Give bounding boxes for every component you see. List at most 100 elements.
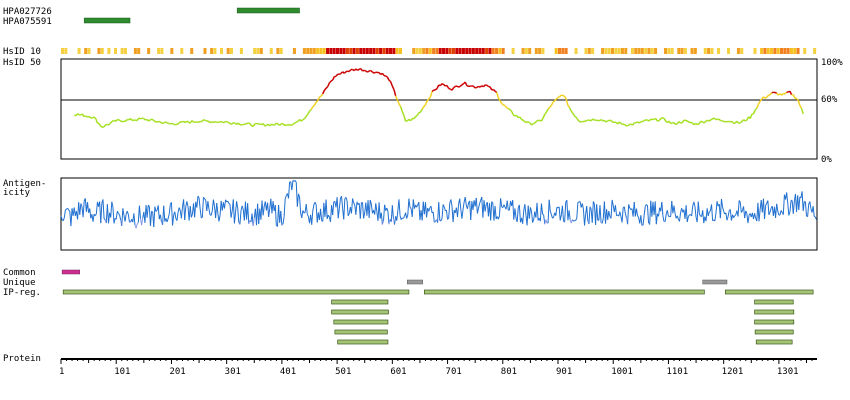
identity-segment [743,119,746,122]
antigenicity-segment [654,201,657,225]
antigenicity-segment [178,207,181,211]
identity-segment [459,84,463,87]
antigenicity-segment [80,203,83,207]
common-region[interactable] [61,269,81,275]
antigenicity-segment [624,213,627,219]
hsid10-cell [558,48,562,54]
identity-segment [166,121,170,125]
identity-segment [176,122,179,126]
hsid10-cell [422,48,426,54]
hsid10-cell [375,48,379,54]
antigenicity-segment [302,210,305,214]
hsid10-cell [107,48,111,54]
unique-region[interactable] [406,279,423,285]
identity-segment [631,122,635,126]
identity-segment [294,121,297,124]
antigenicity-segment [729,209,732,221]
antigenicity-segment [804,201,808,217]
identity-segment [481,85,484,88]
identity-segment [524,121,527,124]
ipreg-region[interactable] [754,329,794,335]
identity-segment [279,123,282,126]
hsid10-cell [574,48,578,54]
ipreg-region[interactable] [754,319,795,325]
antigenicity-segment [464,197,467,206]
hsid10-cell [534,48,538,54]
antigenicity-segment [332,201,335,215]
antigenicity-segment [532,219,535,223]
ipreg-region[interactable] [755,339,793,345]
identity-segment [766,94,769,98]
antigenicity-segment [186,201,189,207]
identity-segment [310,106,314,111]
antigenicity-segment [396,210,399,221]
identity-segment [332,76,336,81]
hsid10-cell [766,48,770,54]
antigenicity-segment [118,212,120,216]
antigenicity-segment [549,210,552,215]
identity-segment [555,97,559,100]
identity-segment [396,99,400,105]
antigenicity-segment [241,205,244,210]
identity-segment [739,120,743,124]
antigenicity-segment [232,199,235,224]
antigenicity-segment [558,206,561,221]
ipreg-region[interactable] [424,289,705,295]
identity-segment [284,124,287,127]
identity-segment [448,87,451,90]
identity-segment [394,95,398,100]
ipreg-region[interactable] [331,299,389,305]
antigenicity-segment [236,201,239,209]
antigenicity-segment [146,205,149,218]
hsid10-cell [398,48,402,54]
antibody-bar-1[interactable] [236,7,300,14]
identity-segment [244,122,247,125]
identity-segment [307,110,311,115]
antigenicity-segment [166,218,169,223]
ipreg-region[interactable] [724,289,814,295]
antigenicity-segment [698,213,701,217]
identity-segment [584,120,587,123]
antigenicity-segment [514,208,517,219]
ipreg-region[interactable] [754,309,795,315]
ipreg-region[interactable] [331,309,389,315]
hsid10-cell [203,48,207,54]
unique-region[interactable] [702,279,728,285]
hsid10-cell [329,48,333,54]
antibody-bar-2[interactable] [83,17,131,24]
identity-segment [92,116,95,119]
identity-segment [504,105,508,109]
axis-tick-label: 1301 [777,367,799,377]
antigenicity-segment [70,208,73,227]
identity-segment [358,67,362,70]
ipreg-region[interactable] [333,319,389,325]
antigenicity-segment [812,206,815,217]
antigenicity-segment [637,215,640,218]
hsid10-cell [170,48,174,54]
ipreg-region[interactable] [62,289,410,295]
identity-segment [478,85,481,88]
identity-segment [252,123,256,127]
identity-segment [563,96,567,100]
identity-segment [88,116,92,119]
antigenicity-segment [122,208,125,216]
antigenicity-segment [138,205,142,219]
antigenicity-segment [199,208,202,219]
identity-segment [128,117,132,121]
antigenicity-segment [320,208,323,221]
antigenicity-segment [438,202,441,221]
ipreg-region[interactable] [334,329,388,335]
antigenicity-segment [555,207,558,216]
hsid50-label: HsID 50 [3,58,41,68]
antigenicity-segment [167,213,170,219]
ipreg-region[interactable] [754,299,794,305]
hsid10-cell [435,48,439,54]
antigenicity-segment [591,201,594,223]
antigenicity-segment [223,199,227,209]
antigenicity-segment [814,216,817,220]
antigenicity-segment [787,202,790,216]
hsid10-cell [783,48,787,54]
identity-segment [231,122,234,125]
ipreg-region[interactable] [337,339,389,345]
antigenicity-segment [297,193,301,198]
